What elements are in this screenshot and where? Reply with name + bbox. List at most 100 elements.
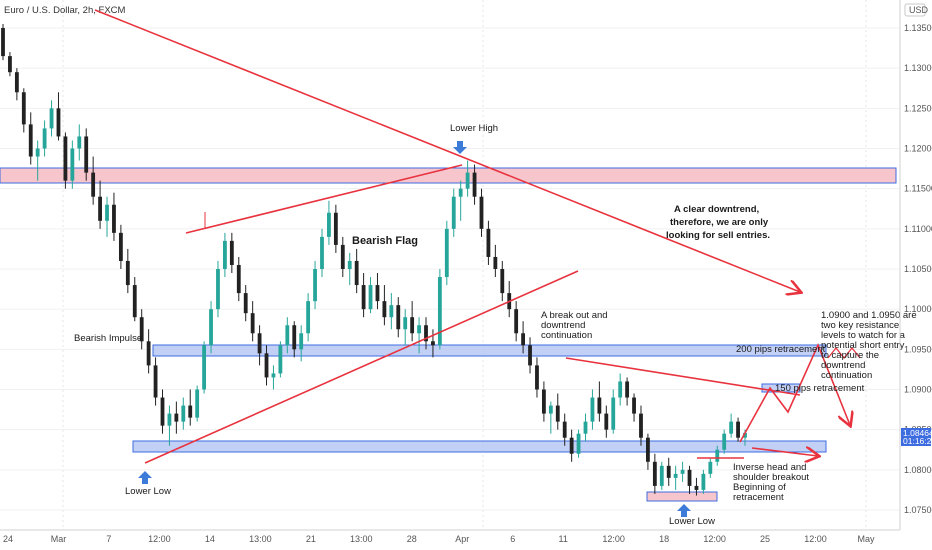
label-150-pips: 150 pips retracement [775,383,865,394]
candle-up [285,325,290,346]
candle-down [132,285,137,318]
projection-path [739,342,850,443]
candle-up [701,473,706,490]
time-tick-label: 21 [306,534,316,544]
candle-down [431,341,435,346]
candle-up [368,285,373,310]
time-tick-label: 12:00 [148,534,171,544]
candle-down [604,413,609,430]
svg-text:continuation: continuation [541,330,592,341]
candle-up [313,269,317,302]
candle-down [493,256,498,269]
candle-down [354,260,359,286]
candle-down [292,325,297,350]
currency-badge[interactable] [904,3,926,17]
candle-up [42,128,47,149]
candle-down [562,421,567,438]
time-tick-label: 13:00 [249,534,272,544]
time-tick-label: Mar [51,534,67,544]
grid-horizontal [0,27,900,511]
candle-down [21,92,26,125]
candle-down [597,397,602,414]
candle-down [118,232,123,261]
candle-up [729,421,734,434]
candle-up [167,413,172,426]
candle-down [1,28,5,57]
candle-down [479,196,484,229]
chart-title: Euro / U.S. Dollar, 2h, FXCM [4,5,126,16]
svg-text:Beginning of: Beginning of [733,482,786,493]
candle-down [535,365,539,390]
supply-zone [0,167,897,184]
candle-down [264,353,269,378]
price-tick-label: 1.10500 [904,264,932,274]
time-tick-label: 24 [3,534,13,544]
time-tick-label: 14 [205,534,215,544]
time-tick-label: 6 [510,534,515,544]
candle-up [216,269,220,310]
time-tick-label: 12:00 [602,534,625,544]
time-axis[interactable]: 24 Mar 7 12:00 14 13:00 21 13:00 28 Apr 6 11 12:00 18… [3,534,875,544]
price-tick-label: 1.10000 [904,304,932,314]
note-resistance: 1.0900 and 1.0950 are two key resistance… [821,310,917,381]
candle-down [257,333,262,354]
candle-down [375,285,380,302]
candle-down [139,317,144,342]
candle-down [98,196,102,221]
label-lower-low-2: Lower Low [669,516,715,527]
time-tick-label: May [857,534,875,544]
price-tick-label: 1.11000 [904,224,932,234]
price-tick-label: 1.13500 [904,23,932,33]
arrow-up-icon [677,504,691,517]
candle-down [91,172,96,197]
svg-text:downtrend: downtrend [821,360,865,371]
candle-down [333,212,338,245]
candle-up [347,260,352,269]
svg-text:levels to watch for a: levels to watch for a [821,330,906,341]
candle-down [188,405,193,418]
time-tick-label: 11 [559,534,568,544]
candle-up [271,373,276,378]
label-bearish-flag: Bearish Flag [352,235,418,247]
candle-down [146,341,151,366]
candle-up [611,397,616,430]
candle-up [618,381,623,398]
candle-up [209,309,213,346]
price-tick-label: 1.13000 [904,63,932,73]
candle-down [625,381,630,398]
candle-down [632,397,636,414]
candle-down [500,269,505,294]
flag-lower-line [144,270,579,464]
time-tick-label: 13:00 [350,534,373,544]
blue-arrows [138,141,691,517]
candle-down [396,305,401,330]
candle-up [465,172,470,189]
candle-up [389,305,394,318]
candle-up [680,469,685,474]
candle-up [590,397,595,422]
candle-down [250,313,255,334]
svg-text:shoulder breakout: shoulder breakout [733,472,809,483]
candle-down [514,309,519,334]
candle-down [160,397,165,426]
svg-text:downtrend: downtrend [541,320,585,331]
candle-up [195,389,200,418]
candle-down [694,485,699,490]
candle-up [278,345,283,374]
time-tick-label: Apr [455,534,469,544]
zigzag-top [827,347,861,359]
candle-up [202,345,207,390]
candle-down [229,240,234,265]
candle-down [340,244,345,269]
candle-down [63,136,68,181]
price-tick-label: 1.08000 [904,465,932,475]
downtrend-line [94,9,800,292]
svg-text:A break out and: A break out and [541,310,608,321]
price-tick-label: 1.09000 [904,385,932,395]
candle-up [583,421,588,434]
candle-down [8,56,12,73]
label-bearish-impulse: Bearish Impulse [74,333,142,344]
candle-up [458,188,463,197]
arrow-down-icon [453,141,467,154]
